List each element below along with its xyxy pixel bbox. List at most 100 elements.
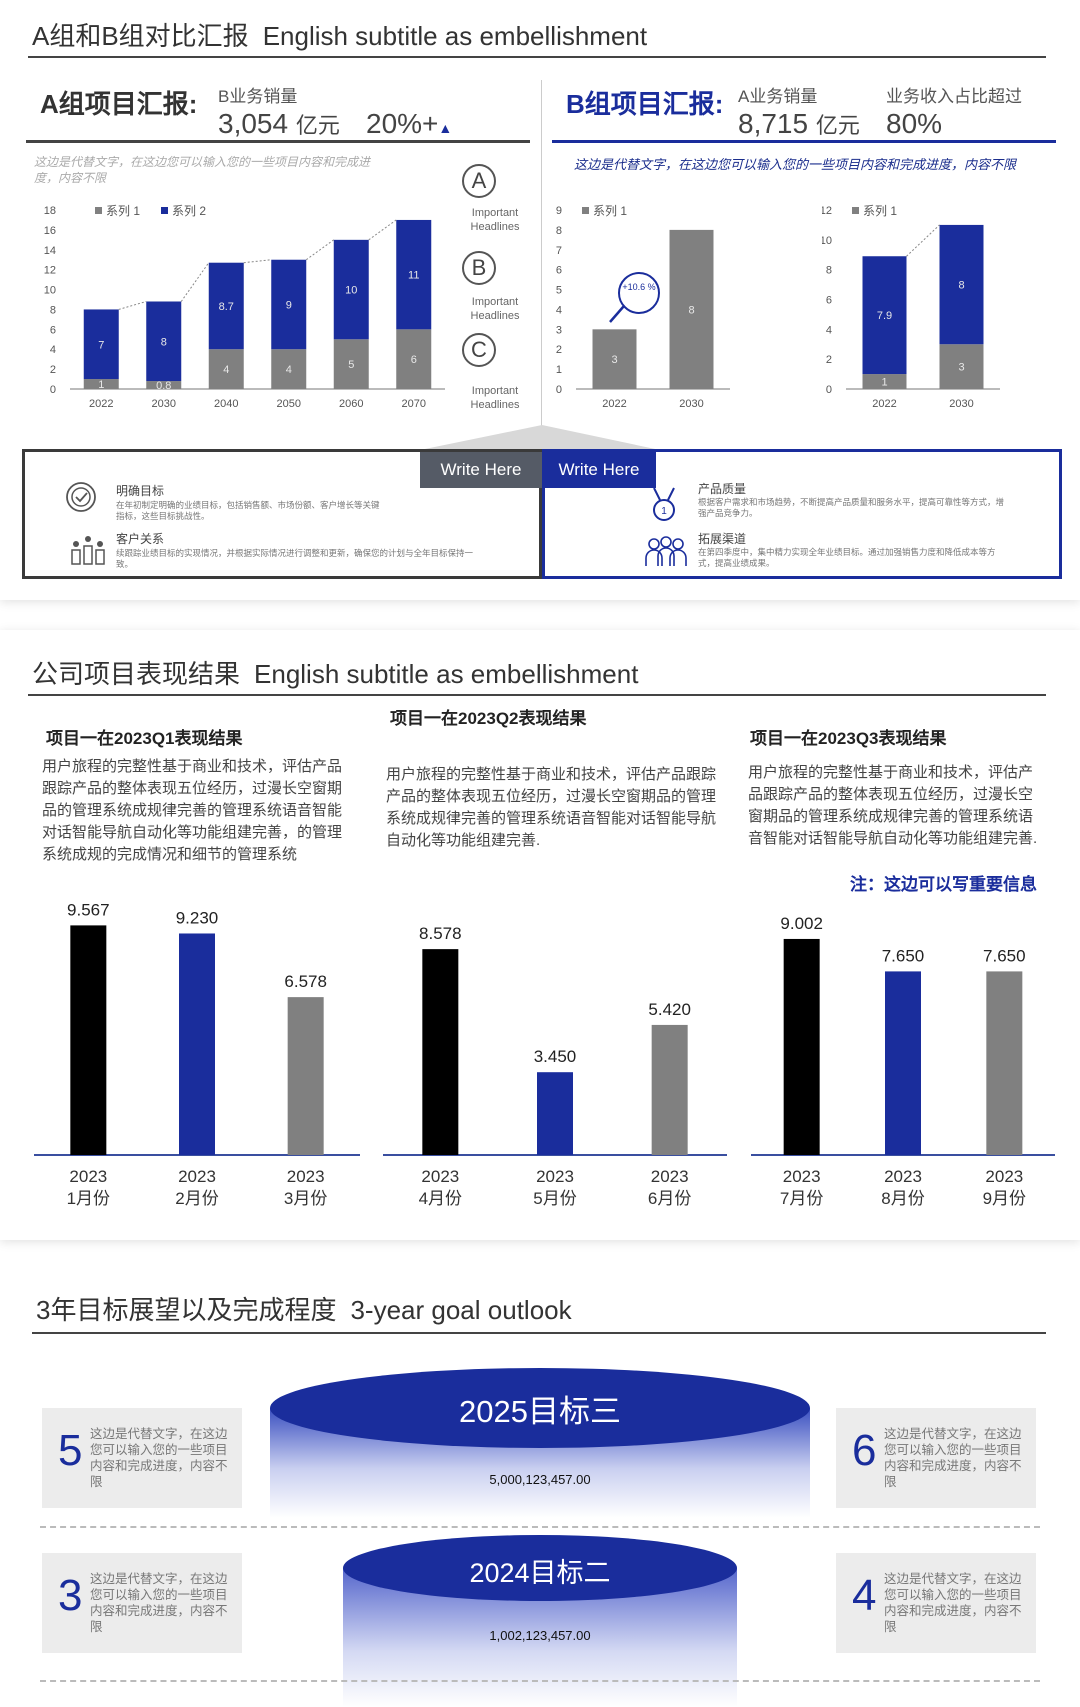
q2-text: 用户旅程的完整性基于商业和技术，评估产品跟踪产品的整体表现五位经历，过漫长空窗期… xyxy=(386,766,717,849)
data-label: 3 xyxy=(611,354,617,366)
chart-a: 0 2 4 6 8 10 12 14 16 18 系列 1 系列 2 1 7 2022 0.8 8 2030 4 8.… xyxy=(44,204,445,410)
write-here-right-tab[interactable]: Write Here xyxy=(542,452,656,488)
bar xyxy=(422,949,459,1155)
x-tick-year: 2023 xyxy=(69,1167,107,1186)
data-label: 1 xyxy=(881,377,887,389)
bar xyxy=(271,259,307,350)
card-text: 这边是代替文字，在这边您可以输入您的一些项目内容和完成进度，内容不限 xyxy=(90,1427,228,1489)
q3-text: 用户旅程的完整性基于商业和技术，评估产品跟踪产品的整体表现五位经历，过漫长空窗期… xyxy=(748,764,1038,847)
bar xyxy=(885,971,921,1155)
title-rule xyxy=(32,1332,1046,1334)
data-label: 9.567 xyxy=(67,900,110,919)
group-b-metric: 8,715 亿元 xyxy=(738,108,860,140)
bar xyxy=(592,329,637,389)
chart-b1: 0 1 2 3 4 5 6 7 8 9 系列 1 3 2022 8 2030 xyxy=(556,204,730,410)
data-label: 9.002 xyxy=(780,914,823,933)
y-tick-label: 14 xyxy=(44,245,56,257)
y-tick-label: 4 xyxy=(826,324,832,336)
y-tick-label: 0 xyxy=(826,384,832,396)
y-tick-label: 9 xyxy=(556,205,562,217)
data-label: 5 xyxy=(348,359,354,371)
bar xyxy=(146,381,182,389)
legend-label: 系列 1 xyxy=(593,204,627,218)
x-tick-year: 2023 xyxy=(985,1167,1023,1186)
x-tick-month: 2月份 xyxy=(175,1189,218,1208)
y-tick-label: 5 xyxy=(556,285,562,297)
data-label: 6 xyxy=(411,354,417,366)
goal-2025-name: 2025目标三 xyxy=(459,1394,621,1429)
group-b-rule xyxy=(552,140,1056,143)
y-tick-label: 4 xyxy=(50,344,56,356)
goal-card-4: 4 这边是代替文字，在这边您可以输入您的一些项目内容和完成进度，内容不限 xyxy=(836,1553,1036,1653)
group-b-note: 这边是代替文字，在这边您可以输入您的一些项目内容和完成进度，内容不限 xyxy=(574,157,1017,172)
card-number: 3 xyxy=(58,1571,83,1620)
x-tick-label: 2030 xyxy=(679,398,703,410)
title-text: A组和B组对比汇报 xyxy=(32,21,249,51)
info-title-quality: 产品质量 xyxy=(698,482,747,496)
info-title-channel: 拓展渠道 xyxy=(698,532,747,546)
group-a-metric-label: B业务销量 xyxy=(218,87,298,106)
write-here-left-tab[interactable]: Write Here xyxy=(420,452,542,488)
y-tick-label: 0 xyxy=(556,384,562,396)
group-b-share-label: 业务收入占比超过 xyxy=(886,87,1022,106)
group-a-rule xyxy=(26,140,530,143)
x-tick-year: 2023 xyxy=(287,1167,325,1186)
bar xyxy=(939,224,984,345)
trend-connector xyxy=(305,239,335,261)
bar xyxy=(396,219,432,330)
data-label: 8 xyxy=(161,336,167,348)
bar xyxy=(862,374,907,389)
x-tick-month: 6月份 xyxy=(648,1189,691,1208)
legend-label: 系列 1 xyxy=(106,204,140,218)
bar xyxy=(271,349,307,389)
x-tick-month: 8月份 xyxy=(881,1189,924,1208)
group-a-note: 这边是代替文字，在这边您可以输入您的一些项目内容和完成进度，内容不限 xyxy=(34,155,371,185)
customer-icon xyxy=(71,536,105,565)
x-tick-year: 2023 xyxy=(884,1167,922,1186)
y-tick-label: 0 xyxy=(50,384,56,396)
bar xyxy=(70,925,107,1155)
data-label: 7.650 xyxy=(983,946,1026,965)
headline-c-circle: C xyxy=(462,333,496,367)
x-tick-year: 2023 xyxy=(421,1167,459,1186)
section-title: 3年目标展望以及完成程度 3-year goal outlook xyxy=(36,1290,572,1327)
bar xyxy=(146,301,182,382)
metric-unit: 亿元 xyxy=(295,113,340,138)
group-b-share: 80% xyxy=(886,108,943,139)
trend-connector xyxy=(243,259,272,264)
title-text: 公司项目表现结果 xyxy=(32,659,241,689)
target-icon xyxy=(66,482,96,512)
trend-connector xyxy=(180,262,210,302)
y-tick-label: 1 xyxy=(556,364,562,376)
metric-unit: 亿元 xyxy=(815,113,860,138)
growth-value: 20%+ xyxy=(366,108,439,139)
y-tick-label: 18 xyxy=(44,205,56,217)
x-tick-label: 2070 xyxy=(402,398,426,410)
x-tick-year: 2023 xyxy=(651,1167,689,1186)
bar xyxy=(333,339,369,389)
headline-c-text: Important Headlines xyxy=(470,385,520,411)
x-tick-label: 2022 xyxy=(872,398,896,410)
trend-connector xyxy=(368,219,397,241)
legend-swatch xyxy=(95,207,102,214)
vertical-divider xyxy=(541,80,542,440)
legend-swatch xyxy=(852,207,859,214)
x-tick-label: 2050 xyxy=(277,398,301,410)
x-tick-label: 2060 xyxy=(339,398,363,410)
bar xyxy=(986,971,1023,1155)
legend-label: 系列 2 xyxy=(172,204,206,218)
data-label: 8.7 xyxy=(219,301,234,313)
goal-card-3: 3 这边是代替文字，在这边您可以输入您的一些项目内容和完成进度，内容不限 xyxy=(42,1553,242,1653)
dashed-divider xyxy=(40,1680,1040,1682)
data-label: 3 xyxy=(958,362,964,374)
data-label: 5.420 xyxy=(648,1000,691,1019)
y-tick-label: 2 xyxy=(50,364,56,376)
bar xyxy=(651,1024,688,1155)
subtitle-text: English subtitle as embellishment xyxy=(254,659,639,689)
goal-card-5: 5 这边是代替文字，在这边您可以输入您的一些项目内容和完成进度，内容不限 xyxy=(42,1408,242,1508)
bar xyxy=(396,329,432,389)
x-tick-month: 4月份 xyxy=(419,1189,462,1208)
info-box-left xyxy=(22,449,542,579)
data-label: 4 xyxy=(286,364,292,376)
svg-text:1: 1 xyxy=(661,506,667,517)
